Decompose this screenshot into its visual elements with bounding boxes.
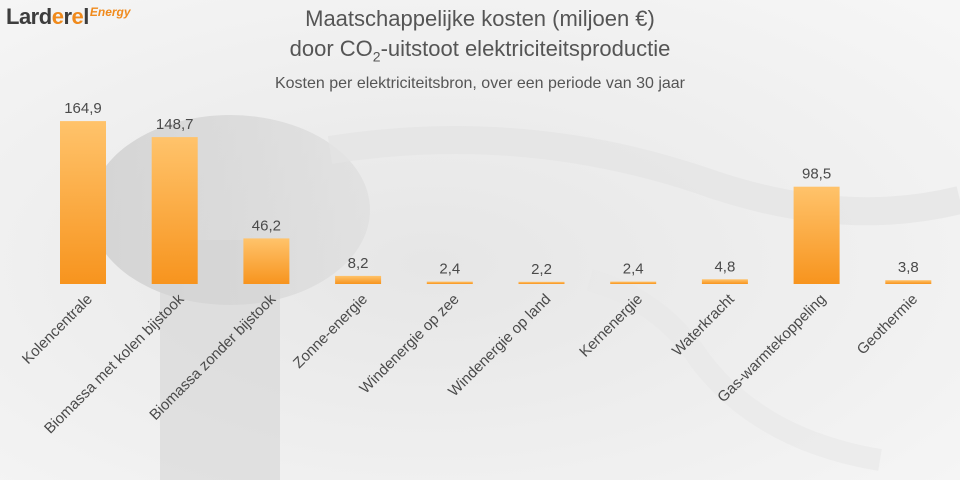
- category-label-3: Zonne-energie: [290, 291, 371, 372]
- bar-6: [610, 281, 657, 284]
- bar-8: [793, 186, 840, 284]
- value-label-9: 3,8: [898, 259, 919, 276]
- chart-title-line-2: door CO2-uitstoot elektriciteitsproducti…: [289, 36, 671, 65]
- bar-7: [701, 279, 748, 284]
- category-label-6: Kernenergie: [576, 291, 646, 361]
- category-label-4: Windenergie op zee: [356, 291, 462, 397]
- value-label-3: 8,2: [348, 255, 369, 272]
- category-label-0: Kolencentrale: [19, 291, 96, 368]
- bar-9: [885, 280, 932, 284]
- category-label-7: Waterkracht: [669, 290, 738, 359]
- bar-4: [426, 281, 473, 284]
- bar-1: [151, 137, 198, 284]
- chart-title-line-1: Maatschappelijke kosten (miljoen €): [305, 6, 655, 31]
- category-label-5: Windenergie op land: [445, 291, 554, 400]
- value-label-6: 2,4: [623, 261, 644, 278]
- value-label-4: 2,4: [439, 261, 460, 278]
- brand-logo: Larderel Energy: [6, 4, 131, 29]
- bar-3: [335, 275, 382, 284]
- bar-5: [518, 281, 565, 284]
- value-label-8: 98,5: [802, 166, 831, 183]
- chart-subtitle: Kosten per elektriciteitsbron, over een …: [274, 75, 685, 92]
- bar-2: [243, 238, 290, 284]
- value-label-2: 46,2: [252, 217, 281, 234]
- value-label-1: 148,7: [156, 116, 194, 133]
- value-label-5: 2,2: [531, 261, 552, 278]
- category-label-9: Geothermie: [854, 291, 921, 358]
- bar-0: [60, 121, 106, 284]
- value-label-7: 4,8: [714, 258, 735, 275]
- value-label-0: 164,9: [64, 100, 102, 117]
